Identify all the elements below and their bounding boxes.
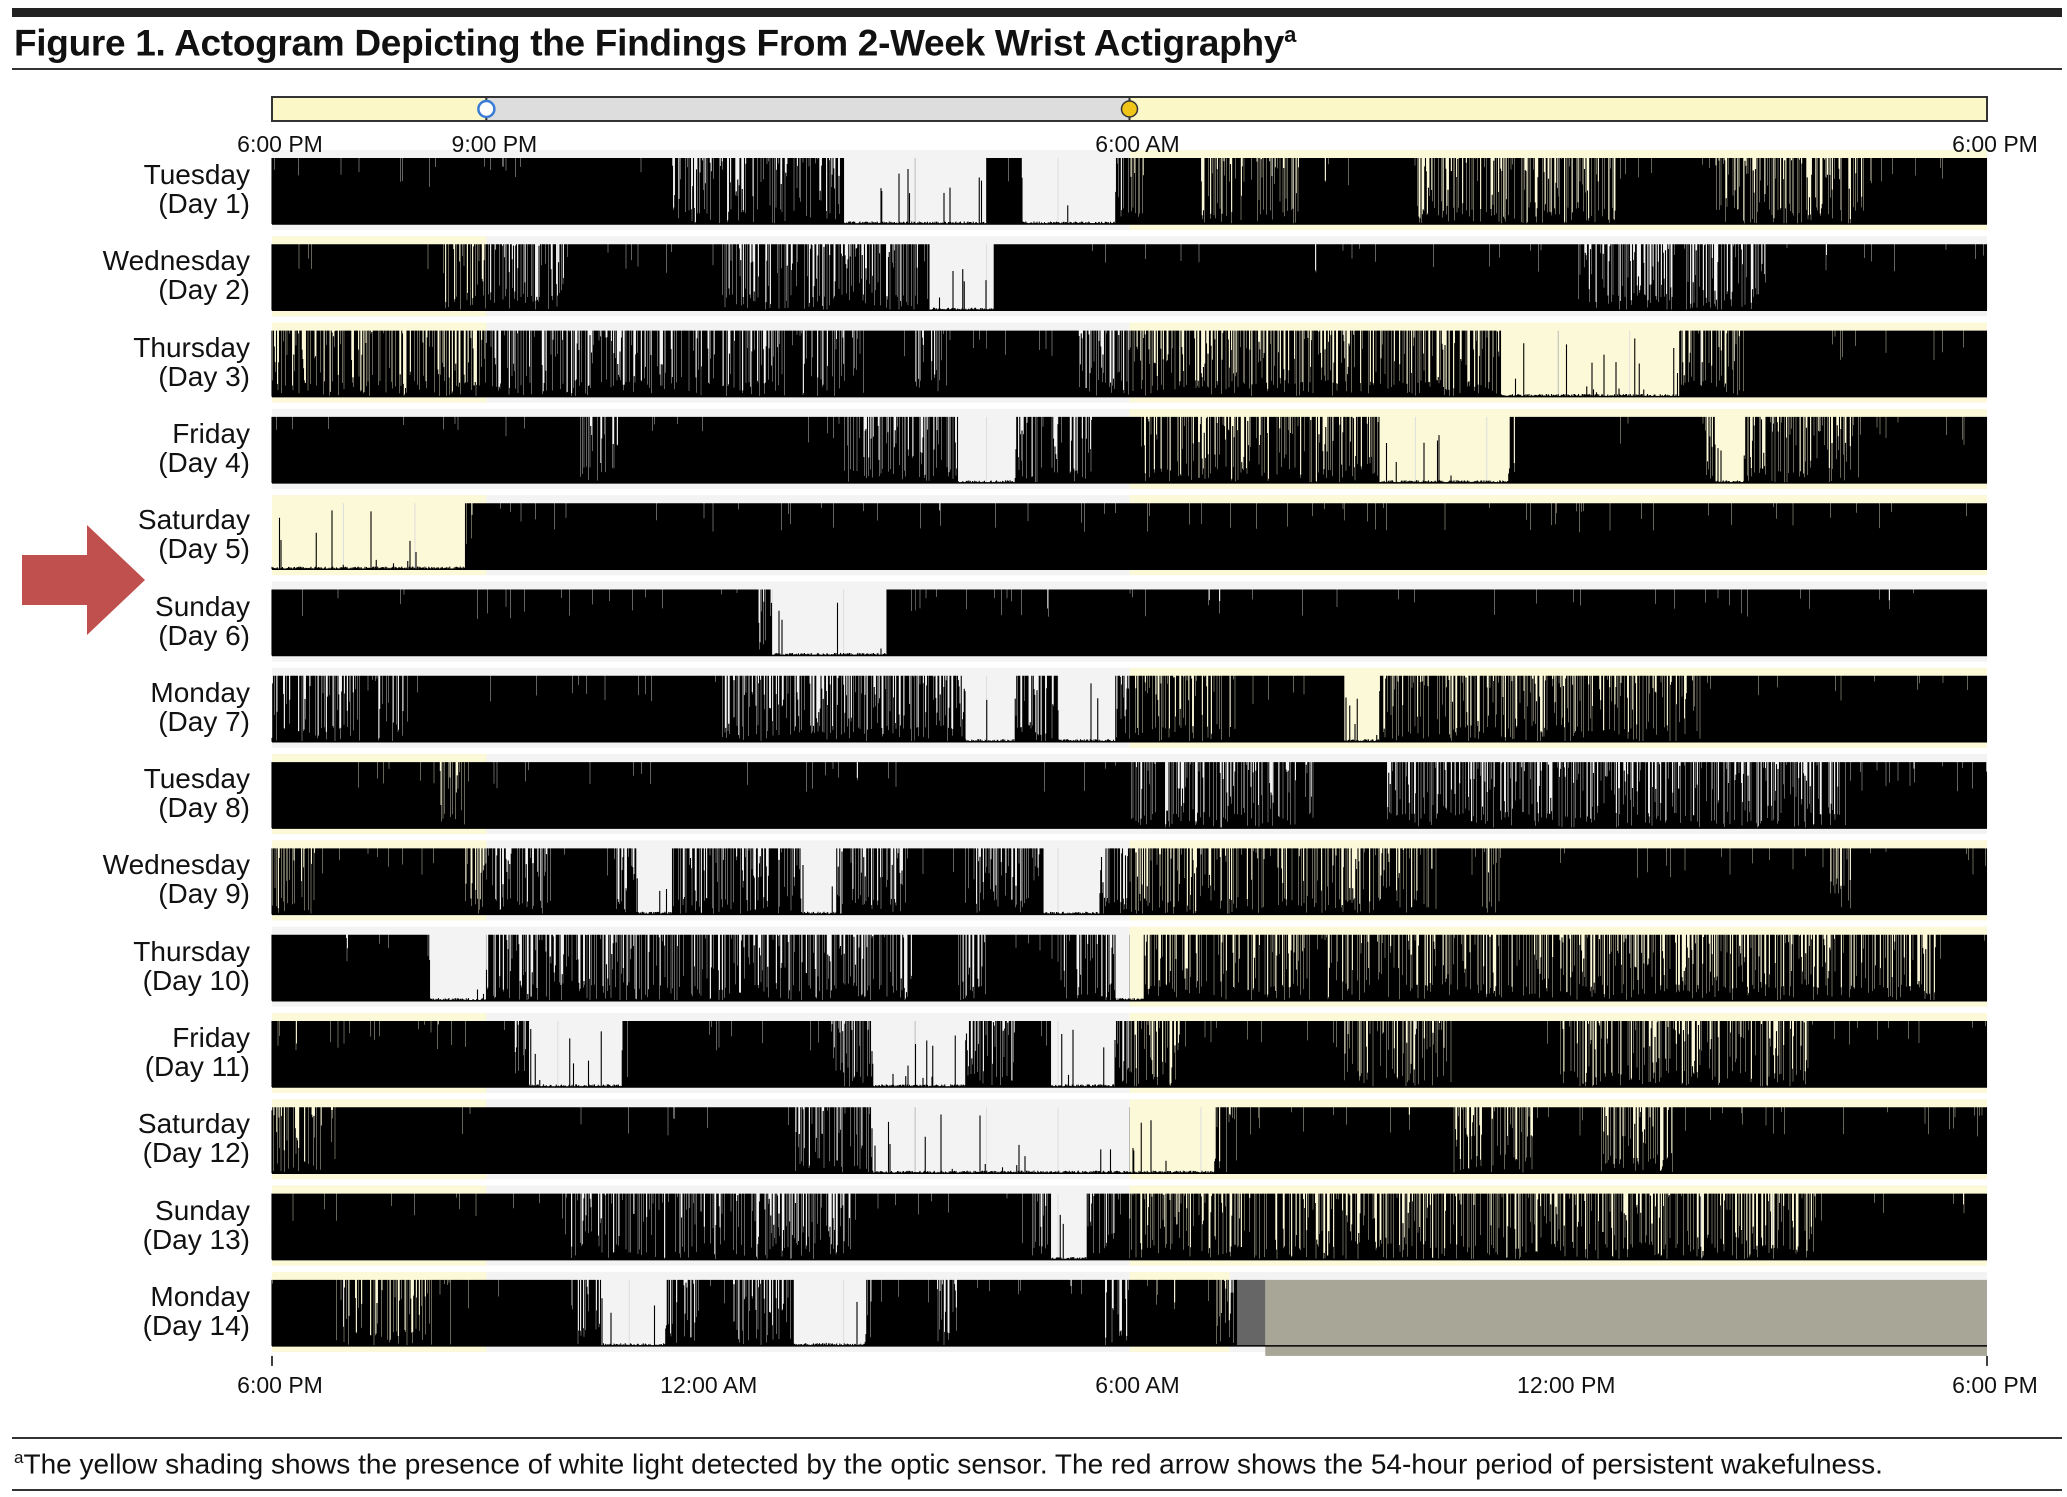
activity-trace (271, 158, 1988, 224)
bottom-axis-tick-label: 6:00 PM (237, 1371, 323, 1398)
top-axis-tick-label: 6:00 AM (1095, 131, 1180, 157)
day-label: Friday (Day 11) (144, 1022, 250, 1082)
title-superscript: a (1284, 22, 1296, 47)
footnote-text: The yellow shading shows the presence of… (23, 1448, 1883, 1480)
day-label: Wednesday (Day 9) (102, 849, 250, 910)
off-wrist-region (1236, 1279, 1266, 1346)
top-axis-tick-label: 9:00 PM (451, 131, 538, 157)
top-axis-tick-label: 6:00 PM (237, 131, 323, 157)
light-shading (272, 495, 487, 576)
actogram-chart (271, 96, 1988, 1366)
bottom-axis-tick-label: 6:00 AM (1095, 1371, 1180, 1398)
moon-icon (477, 99, 496, 119)
day-label: Saturday (Day 5) (137, 504, 250, 565)
bottom-rule (12, 1489, 2062, 1491)
day-label: Tuesday (Day 1) (143, 159, 250, 219)
activity-trace (271, 675, 1988, 742)
figure-title: Figure 1. Actogram Depicting the Finding… (14, 22, 1296, 64)
footnote: aThe yellow shading shows the presence o… (14, 1448, 1883, 1480)
bottom-axis-tick-label: 12:00 AM (660, 1371, 758, 1398)
day-label: Thursday (Day 10) (133, 935, 250, 996)
figure-title-text: Figure 1. Actogram Depicting the Finding… (14, 22, 1285, 64)
activity-trace (271, 1279, 1238, 1346)
activity-trace (271, 1193, 1988, 1260)
activity-trace (271, 503, 1988, 570)
title-rule (12, 68, 2062, 70)
top-rule (12, 8, 2062, 17)
day-label: Thursday (Day 3) (133, 331, 250, 392)
activity-trace (271, 934, 1988, 1001)
bottom-axis-tick-label: 6:00 PM (1952, 1371, 2038, 1398)
light-schedule-evening (271, 96, 488, 122)
footnote-superscript: a (14, 1448, 24, 1467)
day-label: Sunday (Day 6) (155, 590, 250, 651)
day-label: Wednesday (Day 2) (102, 245, 250, 306)
day-label: Friday (Day 4) (158, 417, 250, 478)
red-arrow (22, 525, 145, 635)
activity-trace (271, 1021, 1988, 1087)
day-label: Monday (Day 14) (142, 1280, 250, 1341)
light-schedule-night (485, 96, 1131, 122)
footnote-rule (12, 1437, 2062, 1439)
day-label: Sunday (Day 13) (142, 1194, 250, 1255)
missing-data-region (1265, 1279, 1987, 1356)
top-axis-tick-label: 6:00 PM (1952, 131, 2038, 157)
activity-trace (271, 762, 1988, 829)
activity-trace (271, 848, 1988, 915)
bottom-axis-tick-label: 12:00 PM (1517, 1371, 1616, 1398)
light-schedule-day (1128, 96, 1988, 122)
day-label: Monday (Day 7) (150, 676, 250, 737)
red-arrow-shape (22, 525, 145, 635)
day-label: Tuesday (Day 8) (143, 763, 250, 824)
activity-trace (271, 244, 1988, 311)
sun-icon (1120, 100, 1139, 118)
day-label: Saturday (Day 12) (137, 1108, 250, 1169)
